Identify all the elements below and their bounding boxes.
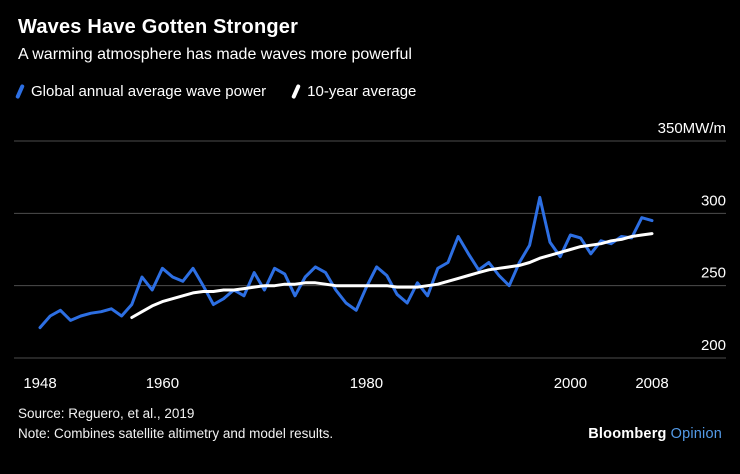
chart-canvas: 200 250 300 350MW/m 1948 1960 1980 2000 2008 bbox=[14, 120, 726, 392]
brand-bloomberg: Bloomberg bbox=[588, 426, 667, 442]
bloomberg-opinion-logo: Bloomberg Opinion bbox=[588, 424, 722, 445]
wave-power-chart: 200 250 300 350MW/m 1948 1960 1980 2000 2008 bbox=[0, 110, 740, 398]
annual-series-key-icon bbox=[15, 83, 25, 100]
x-tick-label-1948: 1948 bbox=[23, 375, 56, 392]
x-tick-label-1960: 1960 bbox=[146, 375, 179, 392]
brand-opinion: Opinion bbox=[670, 426, 722, 442]
chart-title: Waves Have Gotten Stronger bbox=[18, 16, 299, 38]
legend: Global annual average wave power 10-year… bbox=[0, 64, 740, 100]
legend-label-annual-wave-power: Global annual average wave power bbox=[31, 83, 267, 100]
chart-subtitle: A warming atmosphere has made waves more… bbox=[18, 46, 412, 63]
ten-year-average-key-icon bbox=[291, 83, 302, 100]
x-tick-label-2000: 2000 bbox=[554, 375, 587, 392]
chart-header: Waves Have Gotten Stronger A warming atm… bbox=[0, 0, 740, 64]
y-tick-label-200: 200 bbox=[701, 337, 726, 354]
x-tick-label-1980: 1980 bbox=[350, 375, 383, 392]
source-text: Source: Reguero, et al., 2019 bbox=[18, 406, 195, 421]
y-tick-label-350: 350MW/m bbox=[658, 120, 726, 137]
legend-item-ten-year-average: 10-year average bbox=[291, 83, 417, 100]
annual-wave-power-line bbox=[38, 195, 654, 330]
chart-footer: Source: Reguero, et al., 2019 Note: Comb… bbox=[0, 398, 740, 443]
legend-label-ten-year-average: 10-year average bbox=[307, 83, 417, 100]
y-tick-label-250: 250 bbox=[701, 265, 726, 282]
legend-item-annual-wave-power: Global annual average wave power bbox=[15, 83, 267, 100]
note-text: Note: Combines satellite altimetry and m… bbox=[18, 425, 334, 441]
y-tick-label-300: 300 bbox=[701, 192, 726, 209]
ten-year-average-line bbox=[130, 232, 654, 319]
x-tick-label-2008: 2008 bbox=[635, 375, 668, 392]
